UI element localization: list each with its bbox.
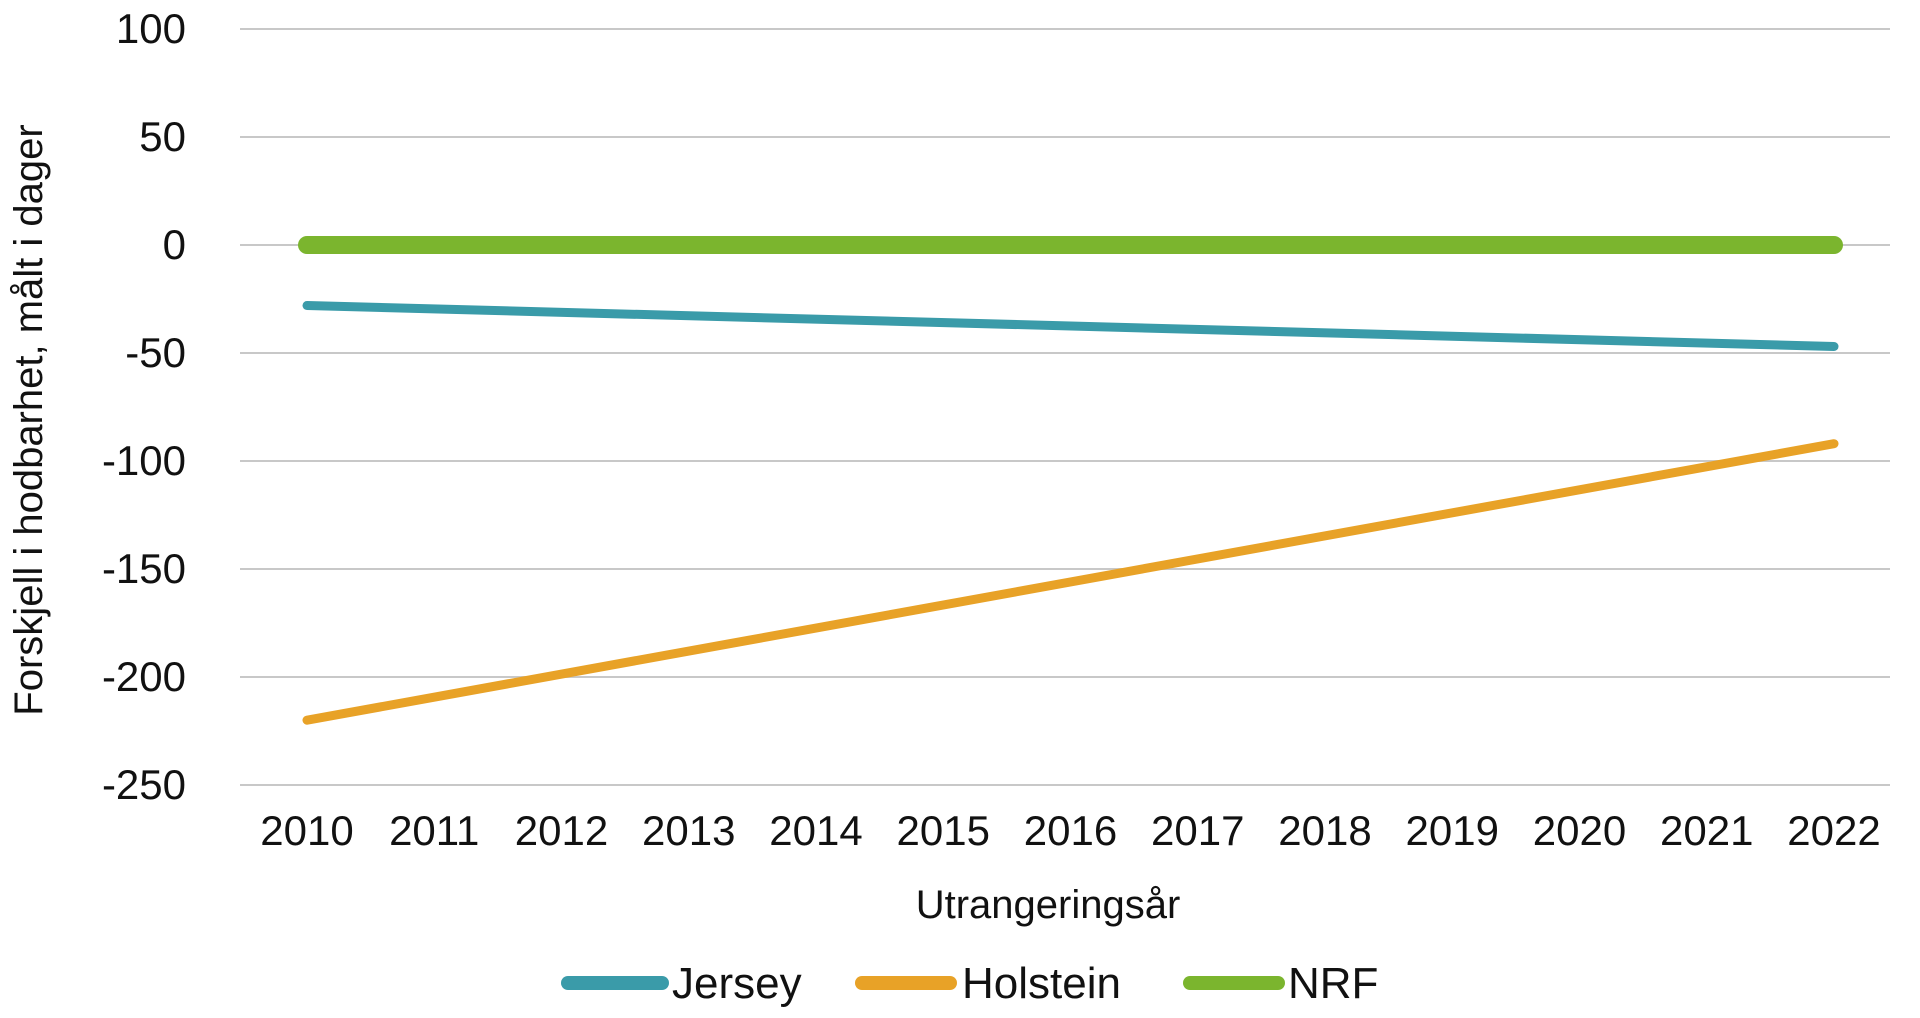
x-tick-label: 2022 xyxy=(1787,807,1880,854)
y-axis-title: Forskjell i hodbarhet, målt i dager xyxy=(7,124,51,715)
gridlines xyxy=(240,28,1890,786)
x-tick-label: 2010 xyxy=(260,807,353,854)
legend-label-holstein: Holstein xyxy=(962,959,1121,1008)
y-tick-label: -50 xyxy=(125,329,186,376)
x-tick-label: 2011 xyxy=(389,807,479,854)
y-tick-label: -200 xyxy=(102,653,186,700)
legend: Jersey Holstein NRF xyxy=(561,959,1378,1008)
y-tick-label: 100 xyxy=(116,5,186,52)
x-tick-labels: 2010 2011 2012 2013 2014 2015 2016 2017 2018 2019… xyxy=(260,807,1880,854)
x-tick-label: 2016 xyxy=(1024,807,1117,854)
x-tick-label: 2020 xyxy=(1533,807,1626,854)
x-tick-label: 2012 xyxy=(515,807,608,854)
series-lines xyxy=(298,236,1843,725)
x-tick-label: 2021 xyxy=(1660,807,1753,854)
x-tick-label: 2018 xyxy=(1278,807,1371,854)
y-tick-label: 0 xyxy=(163,221,186,268)
x-axis-title: Utrangeringsår xyxy=(916,883,1181,927)
series-line-holstein xyxy=(302,439,1839,725)
y-tick-label: -150 xyxy=(102,545,186,592)
x-tick-label: 2015 xyxy=(897,807,990,854)
series-line-jersey xyxy=(302,300,1839,352)
x-tick-label: 2014 xyxy=(769,807,862,854)
x-tick-label: 2019 xyxy=(1406,807,1499,854)
y-tick-label: 50 xyxy=(139,113,186,160)
x-tick-label: 2013 xyxy=(642,807,735,854)
x-tick-label: 2017 xyxy=(1151,807,1244,854)
legend-label-nrf: NRF xyxy=(1288,959,1378,1008)
y-tick-label: -250 xyxy=(102,761,186,808)
y-tick-labels: 100 50 0 -50 -100 -150 -200 -250 xyxy=(102,5,186,808)
legend-label-jersey: Jersey xyxy=(672,959,802,1008)
y-tick-label: -100 xyxy=(102,437,186,484)
